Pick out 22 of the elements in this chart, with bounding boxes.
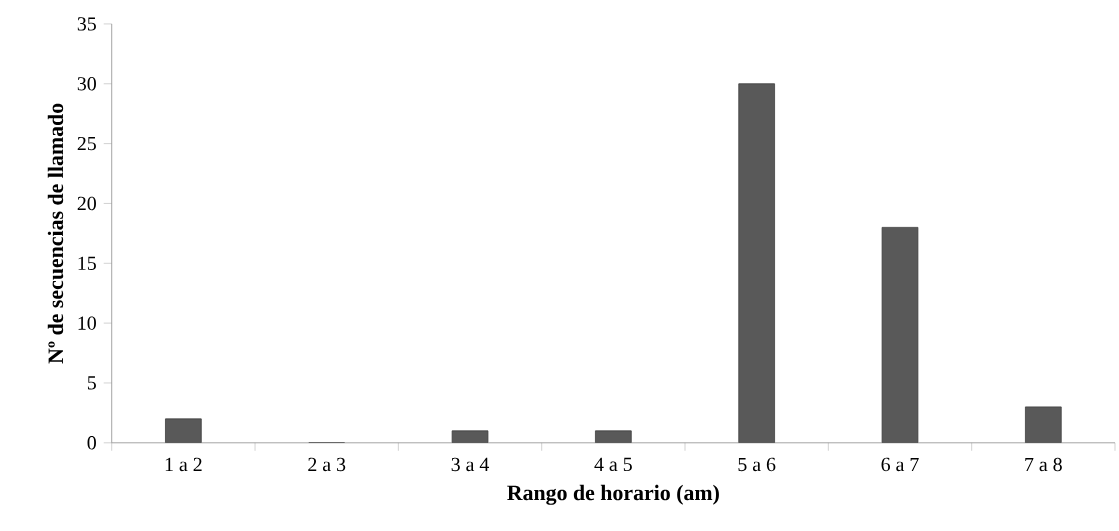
x-tick-label: 6 a 7 xyxy=(881,458,919,472)
bar xyxy=(165,418,202,444)
y-tick-label: 0 xyxy=(87,436,96,450)
x-tick-label: 3 a 4 xyxy=(451,458,490,472)
x-tick-label: 2 a 3 xyxy=(308,458,346,472)
y-axis-title: Nº de secuencias de llamado xyxy=(47,103,64,364)
x-tick-label: 4 a 5 xyxy=(594,458,632,472)
bar xyxy=(738,83,775,444)
y-tick-label: 10 xyxy=(78,316,96,331)
y-tick-label: 20 xyxy=(77,196,96,211)
x-tick-label: 7 a 8 xyxy=(1025,458,1062,472)
y-tick-label: 30 xyxy=(77,77,96,91)
x-tick-label: 5 a 6 xyxy=(738,458,776,472)
bar xyxy=(595,431,632,444)
y-tick-label: 25 xyxy=(77,137,96,151)
x-tick-label: 1 a 2 xyxy=(165,458,202,472)
y-tick-label: 15 xyxy=(78,256,96,271)
bar xyxy=(1025,406,1062,444)
x-axis-title: Rango de horario (am) xyxy=(507,485,719,506)
y-tick-label: 5 xyxy=(87,376,96,390)
y-tick-label: 35 xyxy=(77,17,96,31)
bar xyxy=(881,227,919,444)
